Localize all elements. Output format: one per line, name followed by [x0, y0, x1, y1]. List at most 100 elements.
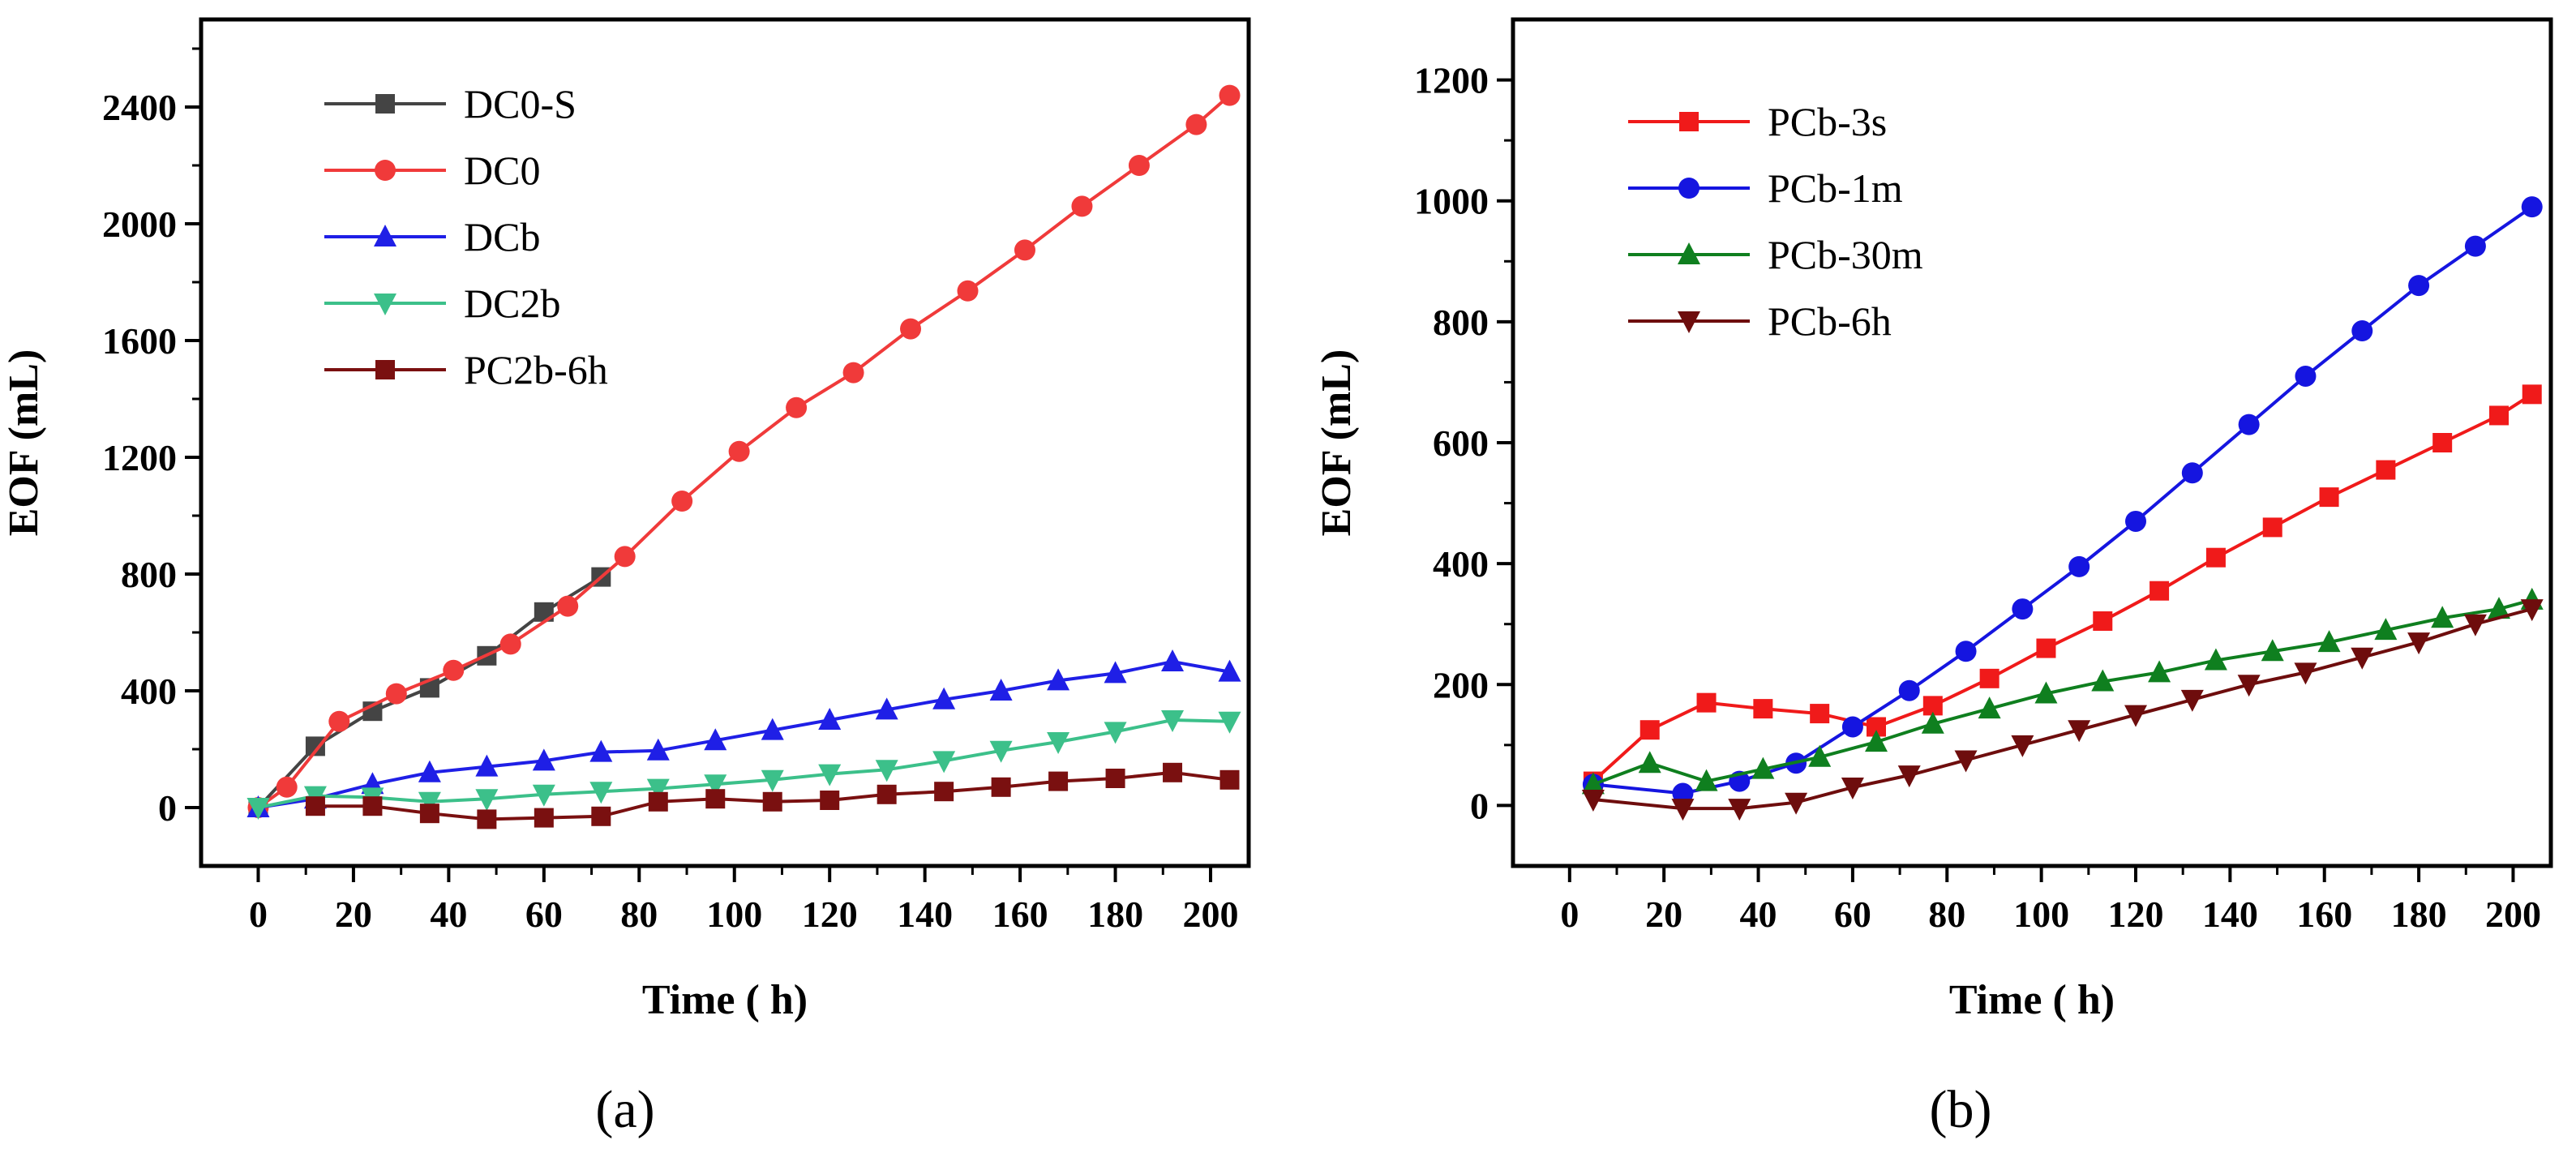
- data-point-DC2b: [818, 764, 842, 786]
- y-tick-label: 1200: [1414, 60, 1489, 101]
- data-point-PCb-3s: [1639, 720, 1660, 740]
- legend-marker: [1678, 311, 1700, 333]
- data-point-DC2b: [989, 740, 1013, 763]
- x-tick-label: 120: [802, 894, 858, 935]
- data-point-PCb-1m: [1841, 716, 1863, 738]
- series-line-DC2b: [258, 718, 1230, 809]
- x-tick-label: 180: [2391, 894, 2447, 935]
- x-tick-label: 20: [335, 894, 372, 935]
- data-point-PCb-1m: [2238, 414, 2260, 435]
- data-point-DC0: [557, 595, 579, 617]
- data-point-PCb-6h: [2407, 632, 2431, 655]
- data-point-PC2b-6h: [419, 804, 439, 824]
- data-point-PCb-1m: [2408, 275, 2430, 297]
- data-point-PCb-3s: [2489, 405, 2509, 426]
- data-point-PC2b-6h: [820, 791, 840, 810]
- data-point-PC2b-6h: [934, 782, 954, 802]
- data-point-PCb-1m: [2012, 598, 2034, 620]
- data-point-PCb-1m: [2464, 235, 2486, 257]
- data-point-PCb-6h: [2068, 720, 2091, 743]
- x-tick-label: 200: [2485, 894, 2541, 935]
- data-point-DC2b: [875, 760, 898, 782]
- data-point-PCb-3s: [2522, 384, 2542, 405]
- data-point-PC2b-6h: [1048, 771, 1069, 791]
- data-point-PC2b-6h: [1163, 762, 1183, 782]
- data-point-PCb-1m: [2181, 462, 2203, 484]
- y-tick-label: 0: [158, 787, 177, 829]
- data-point-DCb: [1161, 649, 1185, 671]
- y-tick-label: 1000: [1414, 181, 1489, 222]
- data-point-PC2b-6h: [648, 791, 668, 812]
- data-point-PCb-6h: [2351, 647, 2374, 670]
- data-point-DC0: [842, 362, 864, 384]
- data-point-PC2b-6h: [477, 809, 497, 829]
- chart-panel-a: 0 20 40 60 80 100 120 140 160 180 2000400800120016…: [1, 17, 1251, 1139]
- data-point-PCb-3s: [2036, 638, 2056, 658]
- data-point-PCb-30m: [2317, 630, 2341, 653]
- y-tick-label: 2400: [102, 87, 177, 128]
- data-point-DC0: [1219, 84, 1241, 106]
- data-point-PCb-3s: [1753, 699, 1773, 719]
- data-point-DC2b: [646, 778, 670, 801]
- data-point-DC2b: [475, 789, 499, 812]
- legend-label: DCb: [464, 214, 540, 259]
- panel-label: (a): [595, 1080, 654, 1139]
- data-point-PCb-1m: [2521, 196, 2543, 218]
- data-point-PCb-30m: [1695, 769, 1718, 791]
- data-point-PCb-6h: [2294, 662, 2317, 685]
- y-tick-label: 800: [1433, 302, 1489, 343]
- data-point-PC2b-6h: [591, 806, 611, 826]
- data-point-DCb: [646, 738, 670, 761]
- y-tick-label: 1600: [102, 320, 177, 362]
- data-point-DC2b: [932, 751, 956, 774]
- data-point-PCb-30m: [2034, 681, 2058, 704]
- legend-marker: [375, 160, 396, 181]
- data-point-PC2b-6h: [877, 784, 897, 804]
- legend-label: DC0-S: [464, 81, 576, 126]
- data-point-DC0: [443, 659, 465, 681]
- data-point-DCb: [761, 718, 784, 740]
- data-point-PCb-30m: [1865, 730, 1888, 752]
- data-point-PCb-3s: [2432, 433, 2453, 452]
- data-point-DC2b: [761, 769, 784, 792]
- x-axis-label: Time ( h): [1949, 977, 2115, 1023]
- data-point-DC2b: [589, 782, 613, 804]
- data-point-DC2b: [1104, 722, 1127, 744]
- data-point-PCb-3s: [2150, 581, 2170, 601]
- data-point-DCb: [818, 708, 842, 730]
- data-point-DC0: [276, 776, 298, 798]
- data-point-PCb-6h: [2237, 675, 2261, 697]
- x-tick-label: 80: [1928, 894, 1965, 935]
- data-point-DCb: [1047, 668, 1070, 691]
- data-point-DC0: [1071, 195, 1093, 217]
- data-point-DC0: [786, 396, 808, 418]
- series-line-PCb-3s: [1592, 392, 2533, 783]
- series-line-PCb-30m: [1592, 598, 2533, 786]
- x-tick-label: 120: [2108, 894, 2164, 935]
- data-point-PCb-3s: [2262, 517, 2282, 538]
- data-point-PC2b-6h: [705, 789, 726, 809]
- y-tick-label: 1200: [102, 437, 177, 478]
- chart-panel-b: 0 20 40 60 80 100 120 140 160 180 200 0 200 400 600 800…: [1314, 17, 2553, 1139]
- legend-marker: [375, 360, 395, 379]
- y-tick-label: 600: [1433, 422, 1489, 464]
- plot-frame: [199, 17, 1251, 868]
- data-point-PCb-30m: [1751, 756, 1775, 779]
- x-tick-label: 140: [2202, 894, 2258, 935]
- legend-marker: [374, 225, 396, 246]
- data-point-PCb-1m: [1955, 641, 1977, 662]
- data-point-DC2b: [246, 798, 270, 820]
- data-point-PC2b-6h: [991, 777, 1011, 797]
- data-point-PCb-3s: [2319, 487, 2339, 508]
- x-tick-label: 140: [897, 894, 953, 935]
- legend-label: DC0: [464, 148, 540, 193]
- data-point-PCb-6h: [1841, 778, 1864, 800]
- data-point-PCb-6h: [2011, 735, 2034, 757]
- data-point-PCb-30m: [1808, 744, 1832, 767]
- data-point-PCb-6h: [2520, 599, 2544, 622]
- data-point-PCb-3s: [1810, 704, 1830, 724]
- data-point-PCb-1m: [2351, 320, 2373, 342]
- data-point-DCb: [1104, 661, 1127, 684]
- data-point-PCb-30m: [2091, 669, 2115, 692]
- data-point-DC0: [1014, 239, 1035, 261]
